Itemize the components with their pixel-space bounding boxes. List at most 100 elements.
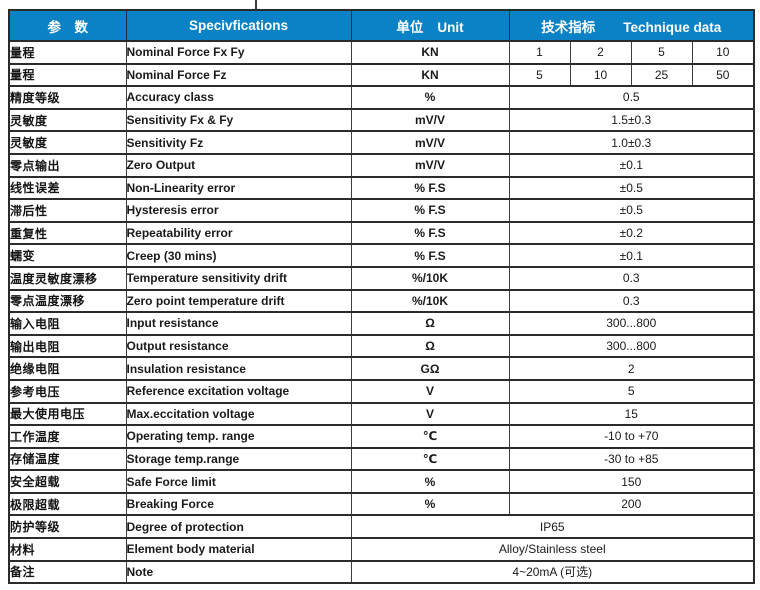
merged-value-cell: Alloy/Stainless steel — [350, 537, 755, 562]
parameter-cell: 参考电压 — [8, 378, 127, 404]
parameter-cell: 温度灵敏度漂移 — [8, 265, 127, 291]
unit-cell: %/10K — [350, 265, 510, 291]
parameter-cell: 线性误差 — [8, 175, 127, 201]
specification-cell: Hysteresis error — [125, 198, 352, 223]
header-cell-unit: 单位 Unit — [350, 9, 510, 42]
parameter-cell: 防护等级 — [8, 514, 127, 540]
sub-value-cell: 1 — [508, 40, 571, 65]
value-cell: ±0.2 — [508, 220, 755, 246]
table-row: 最大使用电压 Max.eccitation voltage V 15 — [8, 401, 755, 427]
unit-cell: % F.S — [350, 220, 510, 246]
specification-cell: Zero point temperature drift — [125, 288, 352, 314]
unit-cell: % F.S — [350, 198, 510, 223]
table-row: 零点输出 Zero Output mV/V ±0.1 — [8, 152, 755, 178]
value-cell: 200 — [508, 491, 755, 517]
unit-cell: % F.S — [350, 175, 510, 201]
parameter-cell: 输出电阻 — [8, 333, 127, 359]
sub-value-cell: 50 — [691, 62, 755, 88]
unit-cell: ℃ — [350, 446, 510, 472]
parameter-cell: 量程 — [8, 40, 127, 65]
value-cell: 2 — [508, 356, 755, 381]
specification-cell: Breaking Force — [125, 491, 352, 517]
specification-cell: Storage temp.range — [125, 446, 352, 472]
scan-artifact-line — [255, 0, 257, 10]
value-cell: 15 — [508, 401, 755, 427]
table-row: 输出电阻 Output resistance Ω 300...800 — [8, 333, 755, 359]
parameter-cell: 蠕变 — [8, 243, 127, 268]
table-row: 灵敏度 Sensitivity Fx & Fy mV/V 1.5±0.3 — [8, 107, 755, 133]
specification-cell: Operating temp. range — [125, 424, 352, 449]
merged-value-cell: 4~20mA (可选) — [350, 559, 755, 585]
value-cell: 5 — [508, 378, 755, 404]
value-cell: ±0.1 — [508, 243, 755, 268]
value-cell: ±0.1 — [508, 152, 755, 178]
parameter-cell: 绝缘电阻 — [8, 356, 127, 381]
table-row: 绝缘电阻 Insulation resistance GΩ 2 — [8, 356, 755, 381]
unit-cell: % F.S — [350, 243, 510, 268]
unit-cell: ℃ — [350, 424, 510, 449]
spec-table-body: 量程 Nominal Force Fx Fy KN 1 2 5 10 量程 Nominal Fo… — [8, 40, 755, 585]
parameter-cell: 备注 — [8, 559, 127, 585]
parameter-cell: 工作温度 — [8, 424, 127, 449]
table-row: 防护等级 Degree of protection IP65 — [8, 514, 755, 540]
unit-cell: V — [350, 378, 510, 404]
specification-cell: Accuracy class — [125, 85, 352, 110]
specification-cell: Non-Linearity error — [125, 175, 352, 201]
table-header-row: 参 数 Specivfications 单位 Unit 技术指标 Technique… — [8, 9, 755, 42]
specification-table: 参 数 Specivfications 单位 Unit 技术指标 Technique… — [8, 9, 756, 585]
specification-cell: Reference excitation voltage — [125, 378, 352, 404]
specification-cell: Degree of protection — [125, 514, 352, 540]
specification-cell: Zero Output — [125, 152, 352, 178]
specification-cell: Input resistance — [125, 311, 352, 336]
header-unit-label-en: Unit — [437, 19, 464, 35]
parameter-cell: 零点温度漂移 — [8, 288, 127, 314]
table-row: 量程 Nominal Force Fx Fy KN 1 2 5 10 — [8, 40, 755, 65]
sub-value-cell: 5 — [508, 62, 571, 88]
unit-cell: mV/V — [350, 152, 510, 178]
table-row: 精度等级 Accuracy class% 0.5 — [8, 85, 755, 110]
value-cell: -10 to +70 — [508, 424, 755, 449]
table-row: 参考电压 Reference excitation voltage V 5 — [8, 378, 755, 404]
unit-cell: KN — [350, 62, 510, 88]
table-row: 蠕变 Creep (30 mins)% F.S ±0.1 — [8, 243, 755, 268]
value-cell: 0.5 — [508, 85, 755, 110]
unit-cell: GΩ — [350, 356, 510, 381]
parameter-cell: 灵敏度 — [8, 130, 127, 155]
parameter-cell: 灵敏度 — [8, 107, 127, 133]
parameter-cell: 量程 — [8, 62, 127, 88]
header-technique-label-zh: 技术指标 — [541, 19, 596, 35]
header-cell-technique-data: 技术指标 Technique data — [508, 9, 755, 42]
table-row: 材料 Element body material Alloy/Stainless s… — [8, 537, 755, 562]
unit-cell: V — [350, 401, 510, 427]
unit-cell: % — [350, 85, 510, 110]
table-row: 线性误差 Non-Linearity error% F.S ±0.5 — [8, 175, 755, 201]
value-cell: 1.0±0.3 — [508, 130, 755, 155]
parameter-cell: 存储温度 — [8, 446, 127, 472]
header-technique-label-en: Technique data — [623, 19, 722, 35]
sub-value-cell: 25 — [630, 62, 693, 88]
specification-cell: Creep (30 mins) — [125, 243, 352, 268]
merged-value-cell: IP65 — [350, 514, 755, 540]
value-cell: 0.3 — [508, 265, 755, 291]
specification-cell: Sensitivity Fz — [125, 130, 352, 155]
unit-cell: Ω — [350, 311, 510, 336]
specification-cell: Output resistance — [125, 333, 352, 359]
header-specifications-label: Specivfications — [188, 18, 289, 33]
value-cell: 0.3 — [508, 288, 755, 314]
table-row: 极限超载 Breaking Force% 200 — [8, 491, 755, 517]
header-cell-parameter: 参 数 — [8, 9, 127, 42]
parameter-cell: 极限超载 — [8, 491, 127, 517]
sub-value-cell: 10 — [691, 40, 755, 65]
table-row: 量程 Nominal Force Fz KN 5 10 25 50 — [8, 62, 755, 88]
specification-cell: Nominal Force Fz — [125, 62, 352, 88]
unit-cell: % — [350, 491, 510, 517]
specification-cell: Max.eccitation voltage — [125, 401, 352, 427]
table-row: 重复性 Repeatability error% F.S ±0.2 — [8, 220, 755, 246]
specification-cell: Safe Force limit — [125, 469, 352, 494]
value-cell: 1.5±0.3 — [508, 107, 755, 133]
parameter-cell: 零点输出 — [8, 152, 127, 178]
value-cell: 300...800 — [508, 311, 755, 336]
unit-cell: %/10K — [350, 288, 510, 314]
table-row: 零点温度漂移 Zero point temperature drift %/10K 0… — [8, 288, 755, 314]
parameter-cell: 输入电阻 — [8, 311, 127, 336]
